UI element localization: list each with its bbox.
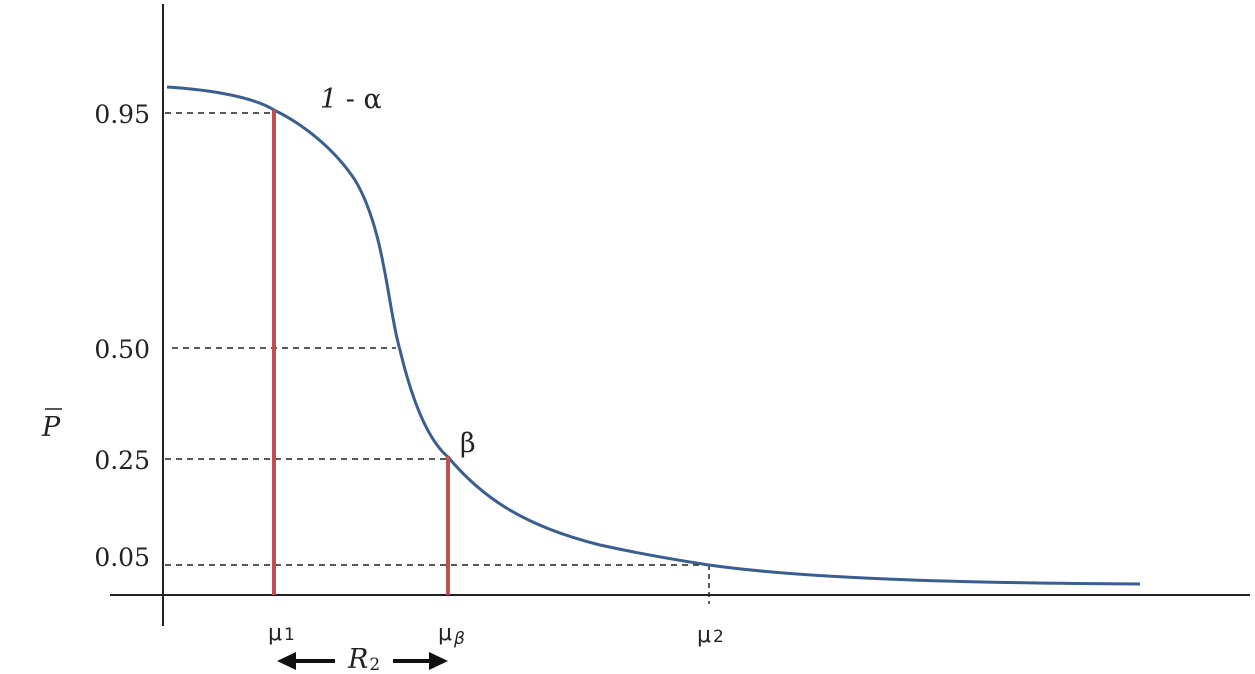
left-arrow-head — [277, 652, 296, 670]
range-r2: R2 — [277, 644, 448, 674]
y-tick-label-050: 0.50 — [94, 335, 150, 364]
x-marker-mubeta-sub: β — [453, 629, 465, 649]
x-marker-mu1-base: μ — [268, 621, 282, 646]
x-marker-mu2-base: μ — [697, 623, 711, 648]
y-tick-label-025: 0.25 — [94, 446, 150, 475]
right-arrow-head — [429, 652, 448, 670]
x-marker-mubeta-base: μ — [438, 621, 452, 646]
annotation-beta: β — [460, 428, 476, 459]
annotation-one-minus-alpha: 1 - α — [320, 84, 382, 115]
range-label-sub: 2 — [369, 655, 380, 674]
range-label: R2 — [347, 644, 380, 674]
x-marker-mu2-sub: 2 — [713, 627, 724, 647]
y-axis-label: P — [41, 408, 62, 443]
y-label-text: P — [41, 412, 61, 443]
annotation-one: 1 — [320, 84, 337, 115]
range-label-base: R — [347, 644, 368, 674]
y-tick-label-095: 0.95 — [94, 100, 150, 129]
oc-curve — [166, 85, 1141, 586]
x-marker-mu1-sub: 1 — [284, 625, 295, 645]
annotation-minus-alpha: - α — [337, 84, 382, 115]
y-tick-label-005: 0.05 — [94, 543, 150, 572]
